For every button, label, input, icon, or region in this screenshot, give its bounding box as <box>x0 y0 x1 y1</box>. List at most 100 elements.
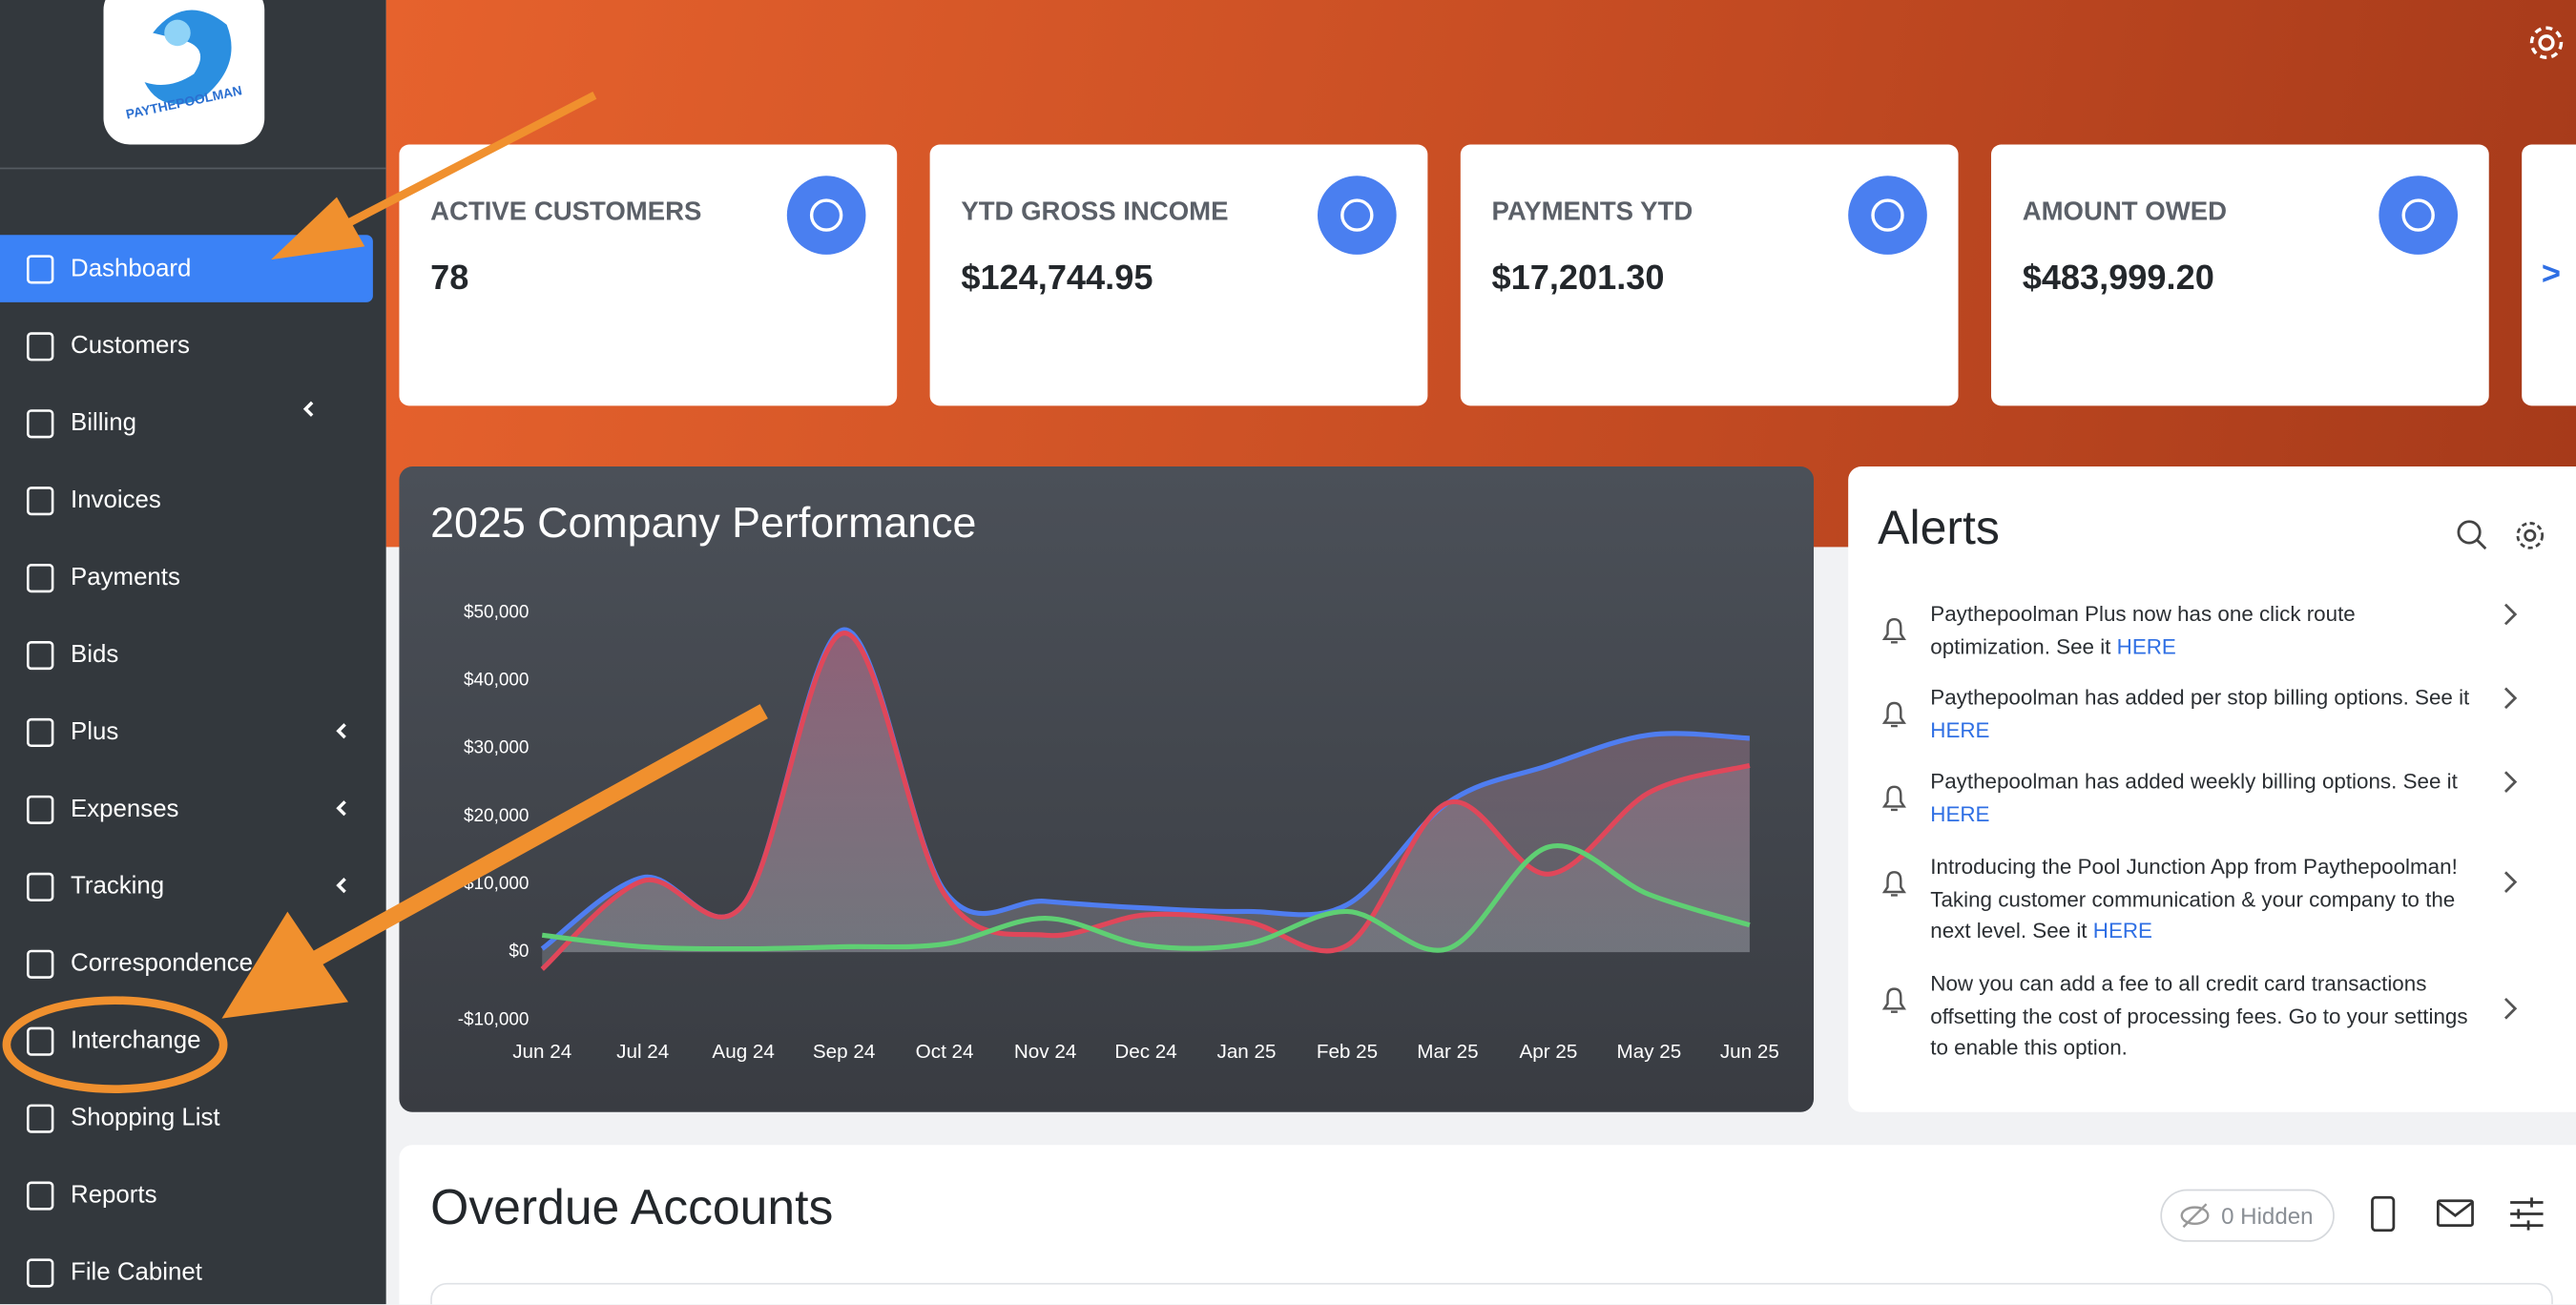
alerts-title: Alerts <box>1878 502 2000 556</box>
nav-item[interactable]: Interchange <box>0 1007 373 1075</box>
icon-shape <box>26 1026 54 1056</box>
y-tick-label: $40,000 <box>464 670 529 690</box>
filter-icon[interactable] <box>2508 1197 2545 1231</box>
nav-label: Dashboard <box>71 254 192 283</box>
card-title: YTD GROSS INCOME <box>961 198 1229 227</box>
nav-label: Bids <box>71 640 119 669</box>
icon-shape <box>809 198 843 232</box>
mail-icon[interactable] <box>2436 1199 2476 1229</box>
card-more[interactable]: > <box>2522 144 2576 406</box>
alert-text: Now you can add a fee to all credit card… <box>1930 967 2472 1064</box>
search-icon[interactable] <box>2456 519 2488 551</box>
icon-shape <box>26 1258 54 1288</box>
x-tick-label: Dec 24 <box>1114 1041 1176 1063</box>
nav-item[interactable]: File Cabinet <box>0 1238 373 1304</box>
bell-shape <box>1881 701 1906 728</box>
stat-card: AMOUNT OWED $483,999.20 <box>1990 144 2489 406</box>
nav-label: Tracking <box>71 872 165 901</box>
x-tick-label: Jun 24 <box>512 1041 571 1063</box>
nav-item[interactable]: Correspondence <box>0 930 373 998</box>
card-icon <box>1848 176 1927 255</box>
alert-item[interactable]: Introducing the Pool Junction App from P… <box>1848 851 2576 942</box>
submenu-chevron <box>336 878 346 894</box>
alert-chevron <box>2503 603 2518 626</box>
more-arrow[interactable]: > <box>2541 256 2561 293</box>
icon-shape <box>26 564 54 593</box>
hidden-label: 0 Hidden <box>2221 1202 2314 1230</box>
nav-label: File Cabinet <box>71 1258 202 1287</box>
chevron-shape <box>336 800 346 817</box>
nav-item[interactable]: Invoices <box>0 466 373 534</box>
alert-chevron <box>2503 771 2518 793</box>
icon-shape <box>1871 198 1904 232</box>
bell-shape <box>1881 871 1906 897</box>
card-value: $17,201.30 <box>1491 259 1665 298</box>
nav-icon <box>26 717 54 748</box>
card-value: $483,999.20 <box>2022 259 2214 298</box>
alert-link[interactable]: HERE <box>2116 632 2176 658</box>
settings-icon[interactable] <box>2526 23 2566 62</box>
nav-icon <box>26 949 54 979</box>
nav-item[interactable]: Expenses <box>0 776 373 843</box>
chevron-shape <box>2503 603 2518 626</box>
stat-card: PAYMENTS YTD $17,201.30 <box>1460 144 1959 406</box>
nav-label: Expenses <box>71 795 179 823</box>
alert-link[interactable]: HERE <box>1930 716 1990 742</box>
nav-item[interactable]: Billing <box>0 389 373 457</box>
nav-label: Billing <box>71 408 136 438</box>
icon-shape <box>26 640 54 671</box>
alert-chevron <box>2503 871 2518 893</box>
chevron-shape <box>2503 687 2518 710</box>
bell-shape <box>1881 785 1906 812</box>
alert-link[interactable]: HERE <box>2092 918 2152 943</box>
nav-icon <box>26 332 54 362</box>
card-title: AMOUNT OWED <box>2022 198 2227 227</box>
icon-shape <box>26 717 54 748</box>
series-line <box>540 631 1751 971</box>
nav-item[interactable]: Customers <box>0 312 373 380</box>
bell-icon <box>1881 617 1906 644</box>
nav-icon <box>26 409 54 439</box>
card-icon <box>1317 176 1397 255</box>
alert-chevron <box>2503 687 2518 710</box>
alert-text: Paythepoolman Plus now has one click rou… <box>1930 598 2472 662</box>
table-frame <box>430 1282 2553 1305</box>
alerts-settings-icon[interactable] <box>2514 519 2546 551</box>
nav-item[interactable]: Payments <box>0 544 373 611</box>
divider <box>0 167 386 170</box>
card-title: ACTIVE CUSTOMERS <box>430 198 702 227</box>
alert-item[interactable]: Paythepoolman Plus now has one click rou… <box>1848 598 2576 680</box>
nav-item[interactable]: Plus <box>0 698 373 766</box>
x-tick-label: May 25 <box>1617 1041 1682 1063</box>
nav-label: Payments <box>71 563 180 591</box>
logo[interactable]: PAYTHEPOOLMAN <box>103 0 265 145</box>
chart: 2025 Company Performance -$10,000 $0 $10,0… <box>430 499 1779 1063</box>
icon-shape <box>26 795 54 824</box>
card-value: 78 <box>430 259 469 298</box>
series-area <box>542 632 1750 969</box>
overdue-title: Overdue Accounts <box>430 1181 834 1235</box>
nav-item[interactable]: Reports <box>0 1161 373 1229</box>
alert-text: Paythepoolman has added weekly billing o… <box>1930 765 2472 829</box>
nav-icon <box>26 872 54 901</box>
chevron-shape <box>2503 997 2518 1020</box>
nav-item[interactable]: Bids <box>0 621 373 689</box>
series-line <box>541 842 1751 953</box>
bell-icon <box>1881 785 1906 812</box>
hidden-button[interactable]: 0 Hidden <box>2160 1189 2335 1242</box>
chevron-shape <box>336 723 346 739</box>
alert-item[interactable]: Now you can add a fee to all credit card… <box>1848 967 2576 1060</box>
alert-message: Introducing the Pool Junction App from P… <box>1930 854 2458 943</box>
submenu-chevron <box>302 401 314 417</box>
alert-item[interactable]: Paythepoolman has added per stop billing… <box>1848 682 2576 764</box>
phone-icon[interactable] <box>2367 1194 2399 1233</box>
nav-item[interactable]: Shopping List <box>0 1084 373 1151</box>
alert-message: Paythepoolman Plus now has one click rou… <box>1930 601 2356 658</box>
alert-link[interactable]: HERE <box>1930 800 1990 826</box>
icon-shape <box>26 872 54 901</box>
alert-item[interactable]: Paythepoolman has added weekly billing o… <box>1848 765 2576 847</box>
nav-item[interactable]: Tracking <box>0 853 373 921</box>
x-tick-label: Sep 24 <box>813 1041 875 1063</box>
nav-icon <box>26 640 54 671</box>
